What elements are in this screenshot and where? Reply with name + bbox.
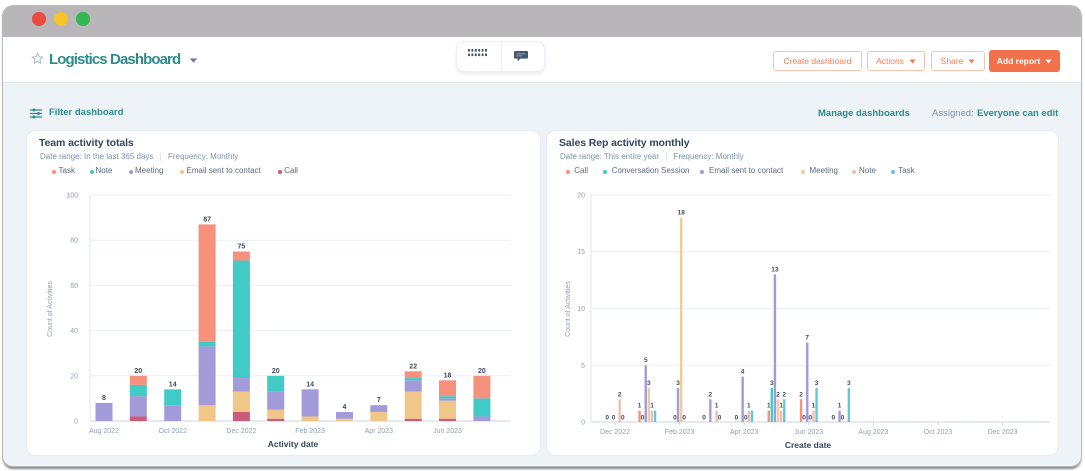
svg-text:20: 20: [134, 368, 142, 375]
svg-text:10: 10: [577, 306, 585, 313]
svg-text:1: 1: [650, 403, 654, 410]
svg-text:3: 3: [815, 380, 819, 387]
svg-text:22: 22: [409, 363, 417, 370]
svg-text:Count of Activities: Count of Activities: [565, 281, 572, 337]
svg-text:1: 1: [747, 403, 751, 410]
svg-text:18: 18: [444, 372, 452, 379]
svg-text:Dec 2022: Dec 2022: [226, 428, 256, 435]
svg-text:2: 2: [782, 391, 786, 398]
svg-text:20: 20: [70, 373, 78, 380]
svg-text:Activity date: Activity date: [268, 439, 319, 449]
svg-text:40: 40: [70, 328, 78, 335]
svg-text:Create date: Create date: [785, 440, 832, 450]
svg-text:0: 0: [718, 415, 722, 422]
svg-text:0: 0: [621, 415, 625, 422]
svg-text:100: 100: [66, 193, 78, 200]
svg-text:1: 1: [812, 403, 816, 410]
svg-text:20: 20: [577, 193, 585, 200]
svg-text:Dec 2022: Dec 2022: [600, 429, 630, 436]
svg-text:0: 0: [74, 419, 78, 426]
svg-text:Oct 2022: Oct 2022: [158, 428, 187, 435]
svg-text:0: 0: [682, 415, 686, 422]
svg-text:8: 8: [102, 395, 106, 402]
svg-text:4: 4: [741, 369, 745, 376]
svg-text:2: 2: [708, 391, 712, 398]
svg-text:1: 1: [767, 403, 771, 410]
svg-text:75: 75: [238, 244, 246, 251]
svg-text:0: 0: [802, 415, 806, 422]
svg-text:0: 0: [702, 415, 706, 422]
svg-text:20: 20: [478, 368, 486, 375]
svg-text:Dec 2023: Dec 2023: [988, 429, 1018, 436]
svg-text:3: 3: [676, 380, 680, 387]
svg-text:14: 14: [306, 381, 314, 388]
svg-text:Apr 2023: Apr 2023: [730, 429, 759, 436]
svg-text:7: 7: [805, 335, 809, 342]
svg-text:14: 14: [169, 381, 177, 388]
svg-text:0: 0: [641, 415, 645, 422]
svg-text:0: 0: [831, 415, 835, 422]
svg-text:Count of Activities: Count of Activities: [47, 281, 54, 337]
svg-text:2: 2: [618, 391, 622, 398]
svg-text:1: 1: [638, 403, 642, 410]
svg-text:0: 0: [808, 415, 812, 422]
svg-text:Oct 2023: Oct 2023: [924, 429, 953, 436]
svg-text:13: 13: [771, 267, 779, 274]
svg-text:5: 5: [581, 363, 585, 370]
svg-text:15: 15: [577, 249, 585, 256]
svg-text:7: 7: [377, 397, 381, 404]
svg-text:80: 80: [70, 238, 78, 245]
svg-text:0: 0: [673, 415, 677, 422]
svg-text:1: 1: [838, 403, 842, 410]
svg-text:0: 0: [581, 420, 585, 427]
svg-text:1: 1: [715, 403, 719, 410]
svg-text:3: 3: [847, 380, 851, 387]
svg-text:0: 0: [612, 415, 616, 422]
svg-text:Aug 2023: Aug 2023: [858, 429, 888, 436]
svg-text:60: 60: [70, 283, 78, 290]
svg-text:3: 3: [647, 380, 651, 387]
svg-text:5: 5: [644, 357, 648, 364]
svg-text:3: 3: [770, 380, 774, 387]
svg-text:0: 0: [841, 415, 845, 422]
svg-text:0: 0: [605, 415, 609, 422]
svg-text:2: 2: [776, 391, 780, 398]
svg-text:18: 18: [678, 210, 686, 217]
svg-text:Jun 2023: Jun 2023: [433, 428, 462, 435]
svg-text:87: 87: [203, 216, 211, 223]
svg-text:4: 4: [343, 404, 347, 411]
svg-text:0: 0: [735, 415, 739, 422]
svg-text:0: 0: [744, 415, 748, 422]
svg-text:Jun 2023: Jun 2023: [794, 429, 823, 436]
svg-text:1: 1: [779, 403, 783, 410]
svg-text:Feb 2023: Feb 2023: [295, 428, 325, 435]
svg-text:20: 20: [272, 368, 280, 375]
svg-text:Apr 2023: Apr 2023: [365, 428, 394, 435]
svg-text:Feb 2023: Feb 2023: [665, 429, 695, 436]
svg-text:Aug 2022: Aug 2022: [89, 428, 119, 435]
svg-text:2: 2: [799, 391, 803, 398]
